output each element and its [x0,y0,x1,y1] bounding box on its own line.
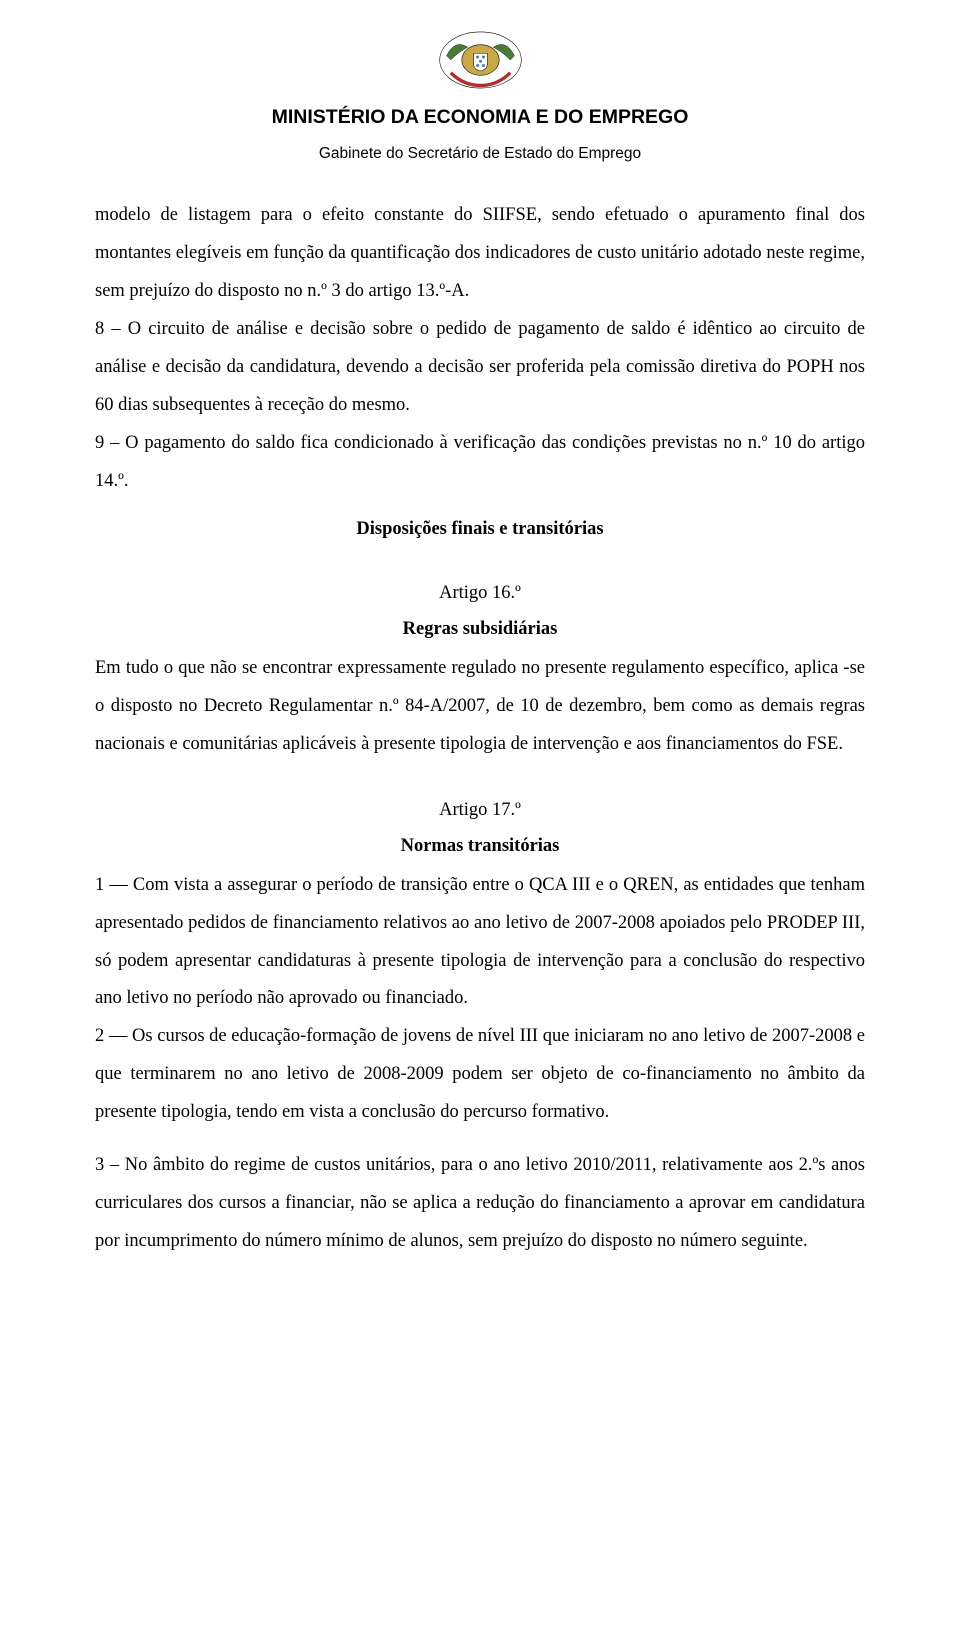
article-16-number: Artigo 16.º [95,575,865,611]
article-16-title: Regras subsidiárias [95,611,865,647]
article-17-title: Normas transitórias [95,828,865,864]
article-16-body: Em tudo o que não se encontrar expressam… [95,650,865,764]
paragraph-9: 9 – O pagamento do saldo fica condiciona… [95,425,865,501]
paragraph-continuation: modelo de listagem para o efeito constan… [95,197,865,311]
paragraph-8: 8 – O circuito de análise e decisão sobr… [95,311,865,425]
article-17-p2: 2 — Os cursos de educação-formação de jo… [95,1018,865,1132]
article-17-p3: 3 – No âmbito do regime de custos unitár… [95,1147,865,1261]
section-title-disposicoes: Disposições finais e transitórias [95,511,865,547]
gabinete-subtitle: Gabinete do Secretário de Estado do Empr… [95,139,865,169]
coat-of-arms-icon [438,30,523,90]
article-17-number: Artigo 17.º [95,792,865,828]
ministry-title: MINISTÉRIO DA ECONOMIA E DO EMPREGO [95,98,865,136]
article-17-p1: 1 — Com vista a assegurar o período de t… [95,867,865,1019]
